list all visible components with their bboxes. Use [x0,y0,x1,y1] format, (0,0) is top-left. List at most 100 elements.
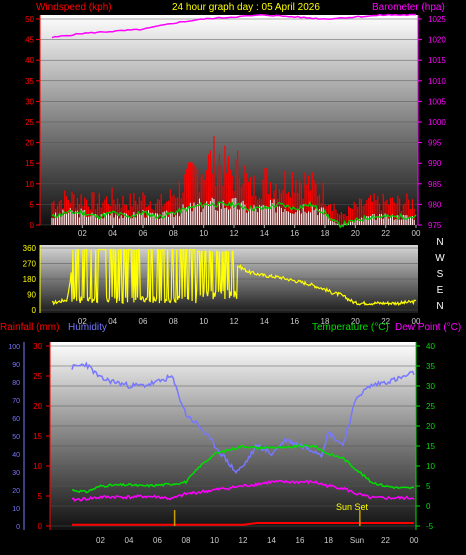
baro-tick-label: 1010 [428,77,446,86]
compass-label: N [436,237,443,248]
wind-tick-label: 15 [25,159,34,168]
direction-x-tick-label: 18 [321,317,330,326]
temp-tick-label: 0 [426,502,431,511]
baro-tick-label: 980 [428,200,442,209]
temp-tick-label: 40 [426,342,435,351]
humidity-tick-label: 30 [12,470,20,477]
compass-label: N [436,301,443,312]
compass-label: E [437,285,444,296]
wind-x-tick-label: 12 [230,229,239,238]
wind-x-tick-label: 02 [78,229,87,238]
wind-tick-label: 40 [25,56,34,65]
direction-x-tick-label: 12 [230,317,239,326]
rainfall-label: Rainfall (mm) [0,322,59,333]
rainfall-tick-label: 0 [38,522,43,531]
direction-x-tick-label: 06 [139,317,148,326]
direction-x-tick-label: 04 [108,317,117,326]
temp-tick-label: 25 [426,402,435,411]
temp-x-tick-label: 04 [125,536,134,545]
direction-x-tick-label: 16 [290,317,299,326]
direction-marks [51,249,417,307]
wind-x-tick-label: 08 [169,229,178,238]
temperature-line [71,444,415,494]
temp-marks [71,361,415,526]
temp-x-tick-label: 08 [182,536,191,545]
graph-title: 24 hour graph day : 05 April 2026 [172,2,320,13]
temperature-label: Temperature (°C) [312,322,389,333]
wind-x-tick-label: 18 [321,229,330,238]
dewpoint-line [71,479,415,502]
wind-tick-label: 25 [25,118,34,127]
wind-x-tick-label: 20 [351,229,360,238]
direction-x-tick-label: 00 [412,317,421,326]
wind-axes: 0510152025303540455097598098599099510001… [25,15,446,238]
baro-tick-label: 1005 [428,97,446,106]
sunset-label: Sun Set [336,502,369,512]
wind-tick-label: 45 [25,36,34,45]
rainfall-line [72,522,414,526]
direction-x-tick-label: 02 [78,317,87,326]
temp-tick-label: 35 [426,362,435,371]
humidity-tick-label: 60 [12,416,20,423]
wind-tick-label: 20 [25,139,34,148]
humidity-label: Humidity [68,322,107,333]
humidity-tick-label: 50 [12,434,20,441]
temp-tick-label: 10 [426,462,435,471]
direction-tick-label: 180 [23,275,37,284]
temp-tick-label: 5 [426,482,431,491]
wind-tick-label: 35 [25,77,34,86]
rainfall-tick-label: 25 [33,372,42,381]
direction-tick-label: 0 [32,306,37,315]
humidity-tick-label: 90 [12,362,20,369]
barometer-label: Barometer (hpa) [372,2,445,13]
wind-tick-label: 50 [25,15,34,24]
direction-tick-label: 90 [27,291,36,300]
temp-tick-label: 20 [426,422,435,431]
baro-tick-label: 985 [428,180,442,189]
temp-x-tick-label: 16 [296,536,305,545]
rainfall-tick-label: 15 [33,432,42,441]
temp-x-tick-label: 14 [267,536,276,545]
wind-x-tick-label: 06 [139,229,148,238]
barometer-line [51,13,417,39]
dewpoint-label: Dew Point (°C) [395,322,461,333]
direction-x-tick-label: 20 [351,317,360,326]
baro-tick-label: 990 [428,159,442,168]
wind-x-tick-label: 22 [381,229,390,238]
wind-direction-line [51,249,417,307]
temp-tick-label: -5 [426,522,434,531]
rainfall-tick-label: 30 [33,342,42,351]
wind-x-tick-label: 00 [412,229,421,238]
wind-x-tick-label: 14 [260,229,269,238]
compass-label: S [437,269,444,280]
windspeed-label: Windspeed (kph) [36,2,112,13]
temp-x-tick-label: 18 [324,536,333,545]
temp-x-tick-label: 06 [153,536,162,545]
temp-x-tick-label: 02 [96,536,105,545]
direction-tick-label: 270 [23,260,37,269]
wind-x-tick-label: 04 [108,229,117,238]
direction-x-tick-label: 08 [169,317,178,326]
humidity-tick-label: 0 [16,524,20,531]
baro-tick-label: 1015 [428,56,446,65]
temp-x-tick-label: Sun [350,536,364,545]
wind-x-tick-label: 10 [199,229,208,238]
temp-x-tick-label: 00 [410,536,419,545]
direction-x-tick-label: 22 [381,317,390,326]
humidity-tick-label: 80 [12,380,20,387]
temp-x-tick-label: 10 [210,536,219,545]
baro-tick-label: 1020 [428,36,446,45]
baro-tick-label: 995 [428,139,442,148]
rainfall-tick-label: 20 [33,402,42,411]
humidity-tick-label: 100 [8,344,20,351]
wind-tick-label: 30 [25,97,34,106]
temp-grid [50,345,416,527]
compass-label: W [435,253,445,264]
humidity-tick-label: 10 [12,506,20,513]
wind-x-tick-label: 16 [290,229,299,238]
humidity-tick-label: 20 [12,488,20,495]
baro-tick-label: 1000 [428,118,446,127]
rainfall-tick-label: 5 [38,492,43,501]
